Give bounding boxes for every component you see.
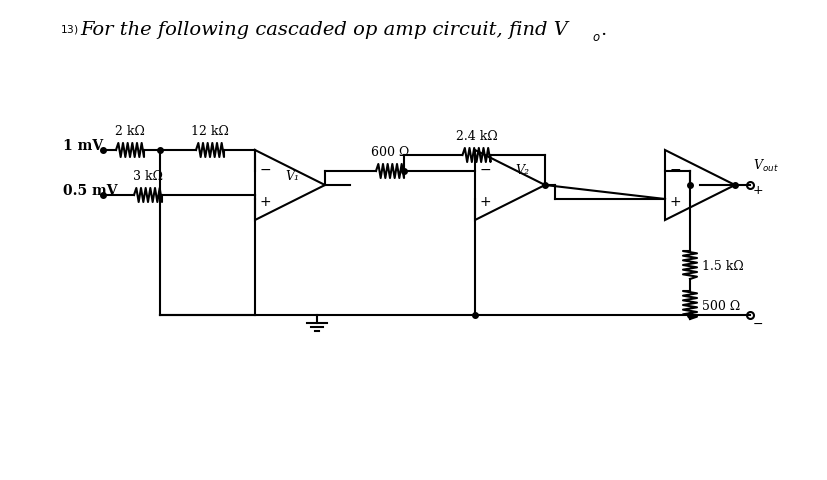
Text: −: − xyxy=(480,163,491,177)
Text: 0.5 mV: 0.5 mV xyxy=(63,184,117,198)
Text: V$_{out}$: V$_{out}$ xyxy=(752,157,778,174)
Text: 2.4 kΩ: 2.4 kΩ xyxy=(455,130,497,143)
Text: +: + xyxy=(669,194,681,209)
Text: 1.5 kΩ: 1.5 kΩ xyxy=(701,259,743,272)
Text: +: + xyxy=(752,184,762,197)
Text: +: + xyxy=(260,194,271,209)
Text: For the following cascaded op amp circuit, find V: For the following cascaded op amp circui… xyxy=(80,21,567,39)
Text: V₂: V₂ xyxy=(514,164,528,177)
Text: −: − xyxy=(260,163,271,177)
Text: 2 kΩ: 2 kΩ xyxy=(115,125,145,138)
Text: 12 kΩ: 12 kΩ xyxy=(191,125,228,138)
Text: −: − xyxy=(752,317,762,330)
Text: +: + xyxy=(480,194,491,209)
Text: 600 Ω: 600 Ω xyxy=(370,146,409,159)
Text: V₁: V₁ xyxy=(284,169,299,182)
Text: $_{13)}$: $_{13)}$ xyxy=(60,23,79,37)
Text: 500 Ω: 500 Ω xyxy=(701,299,739,312)
Text: 3 kΩ: 3 kΩ xyxy=(133,169,163,182)
Text: −: − xyxy=(669,163,681,177)
Text: .: . xyxy=(600,21,605,39)
Text: $_o$: $_o$ xyxy=(591,26,600,43)
Text: 1 mV: 1 mV xyxy=(63,139,103,153)
